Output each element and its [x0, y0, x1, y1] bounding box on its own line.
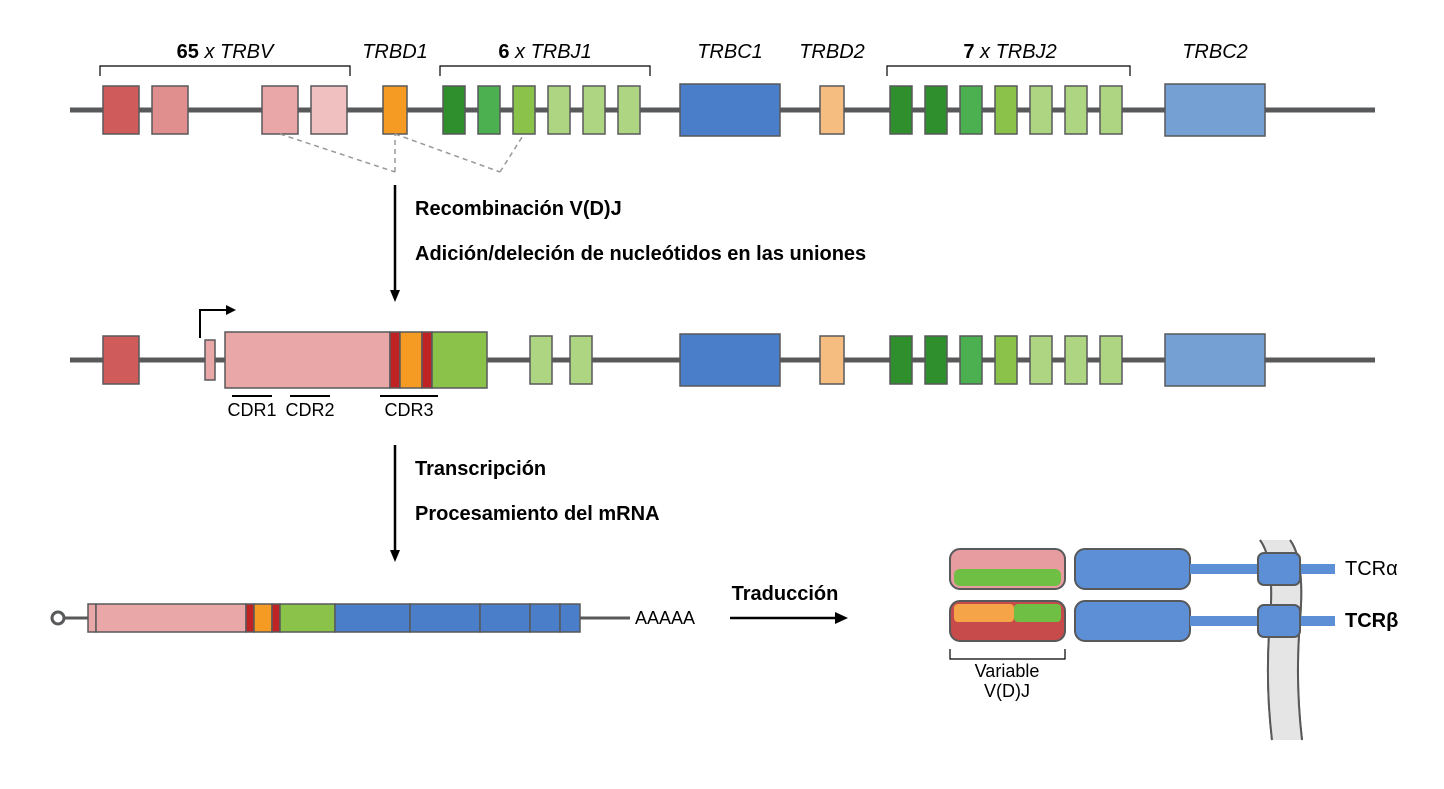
svg-text:V(D)J: V(D)J	[984, 681, 1030, 701]
svg-text:7 x TRBJ2: 7 x TRBJ2	[963, 41, 1056, 63]
svg-text:TCRα: TCRα	[1345, 558, 1398, 580]
svg-text:Procesamiento del mRNA: Procesamiento del mRNA	[415, 503, 660, 525]
svg-text:Traducción: Traducción	[732, 583, 839, 605]
svg-text:TCRβ: TCRβ	[1345, 610, 1398, 632]
svg-text:Variable: Variable	[975, 661, 1040, 681]
svg-text:AAAAA: AAAAA	[635, 608, 695, 628]
svg-text:Recombinación V(D)J: Recombinación V(D)J	[415, 198, 622, 220]
svg-text:CDR1: CDR1	[227, 400, 276, 420]
svg-text:TRBC2: TRBC2	[1182, 41, 1248, 63]
svg-text:Transcripción: Transcripción	[415, 458, 546, 480]
svg-text:6 x TRBJ1: 6 x TRBJ1	[498, 41, 591, 63]
svg-text:TRBD1: TRBD1	[362, 41, 428, 63]
svg-text:Adición/deleción de nucleótido: Adición/deleción de nucleótidos en las u…	[415, 243, 866, 265]
svg-text:CDR2: CDR2	[285, 400, 334, 420]
svg-text:TRBC1: TRBC1	[697, 41, 763, 63]
svg-text:CDR3: CDR3	[384, 400, 433, 420]
svg-text:65 x TRBV: 65 x TRBV	[177, 41, 275, 63]
svg-text:TRBD2: TRBD2	[799, 41, 865, 63]
